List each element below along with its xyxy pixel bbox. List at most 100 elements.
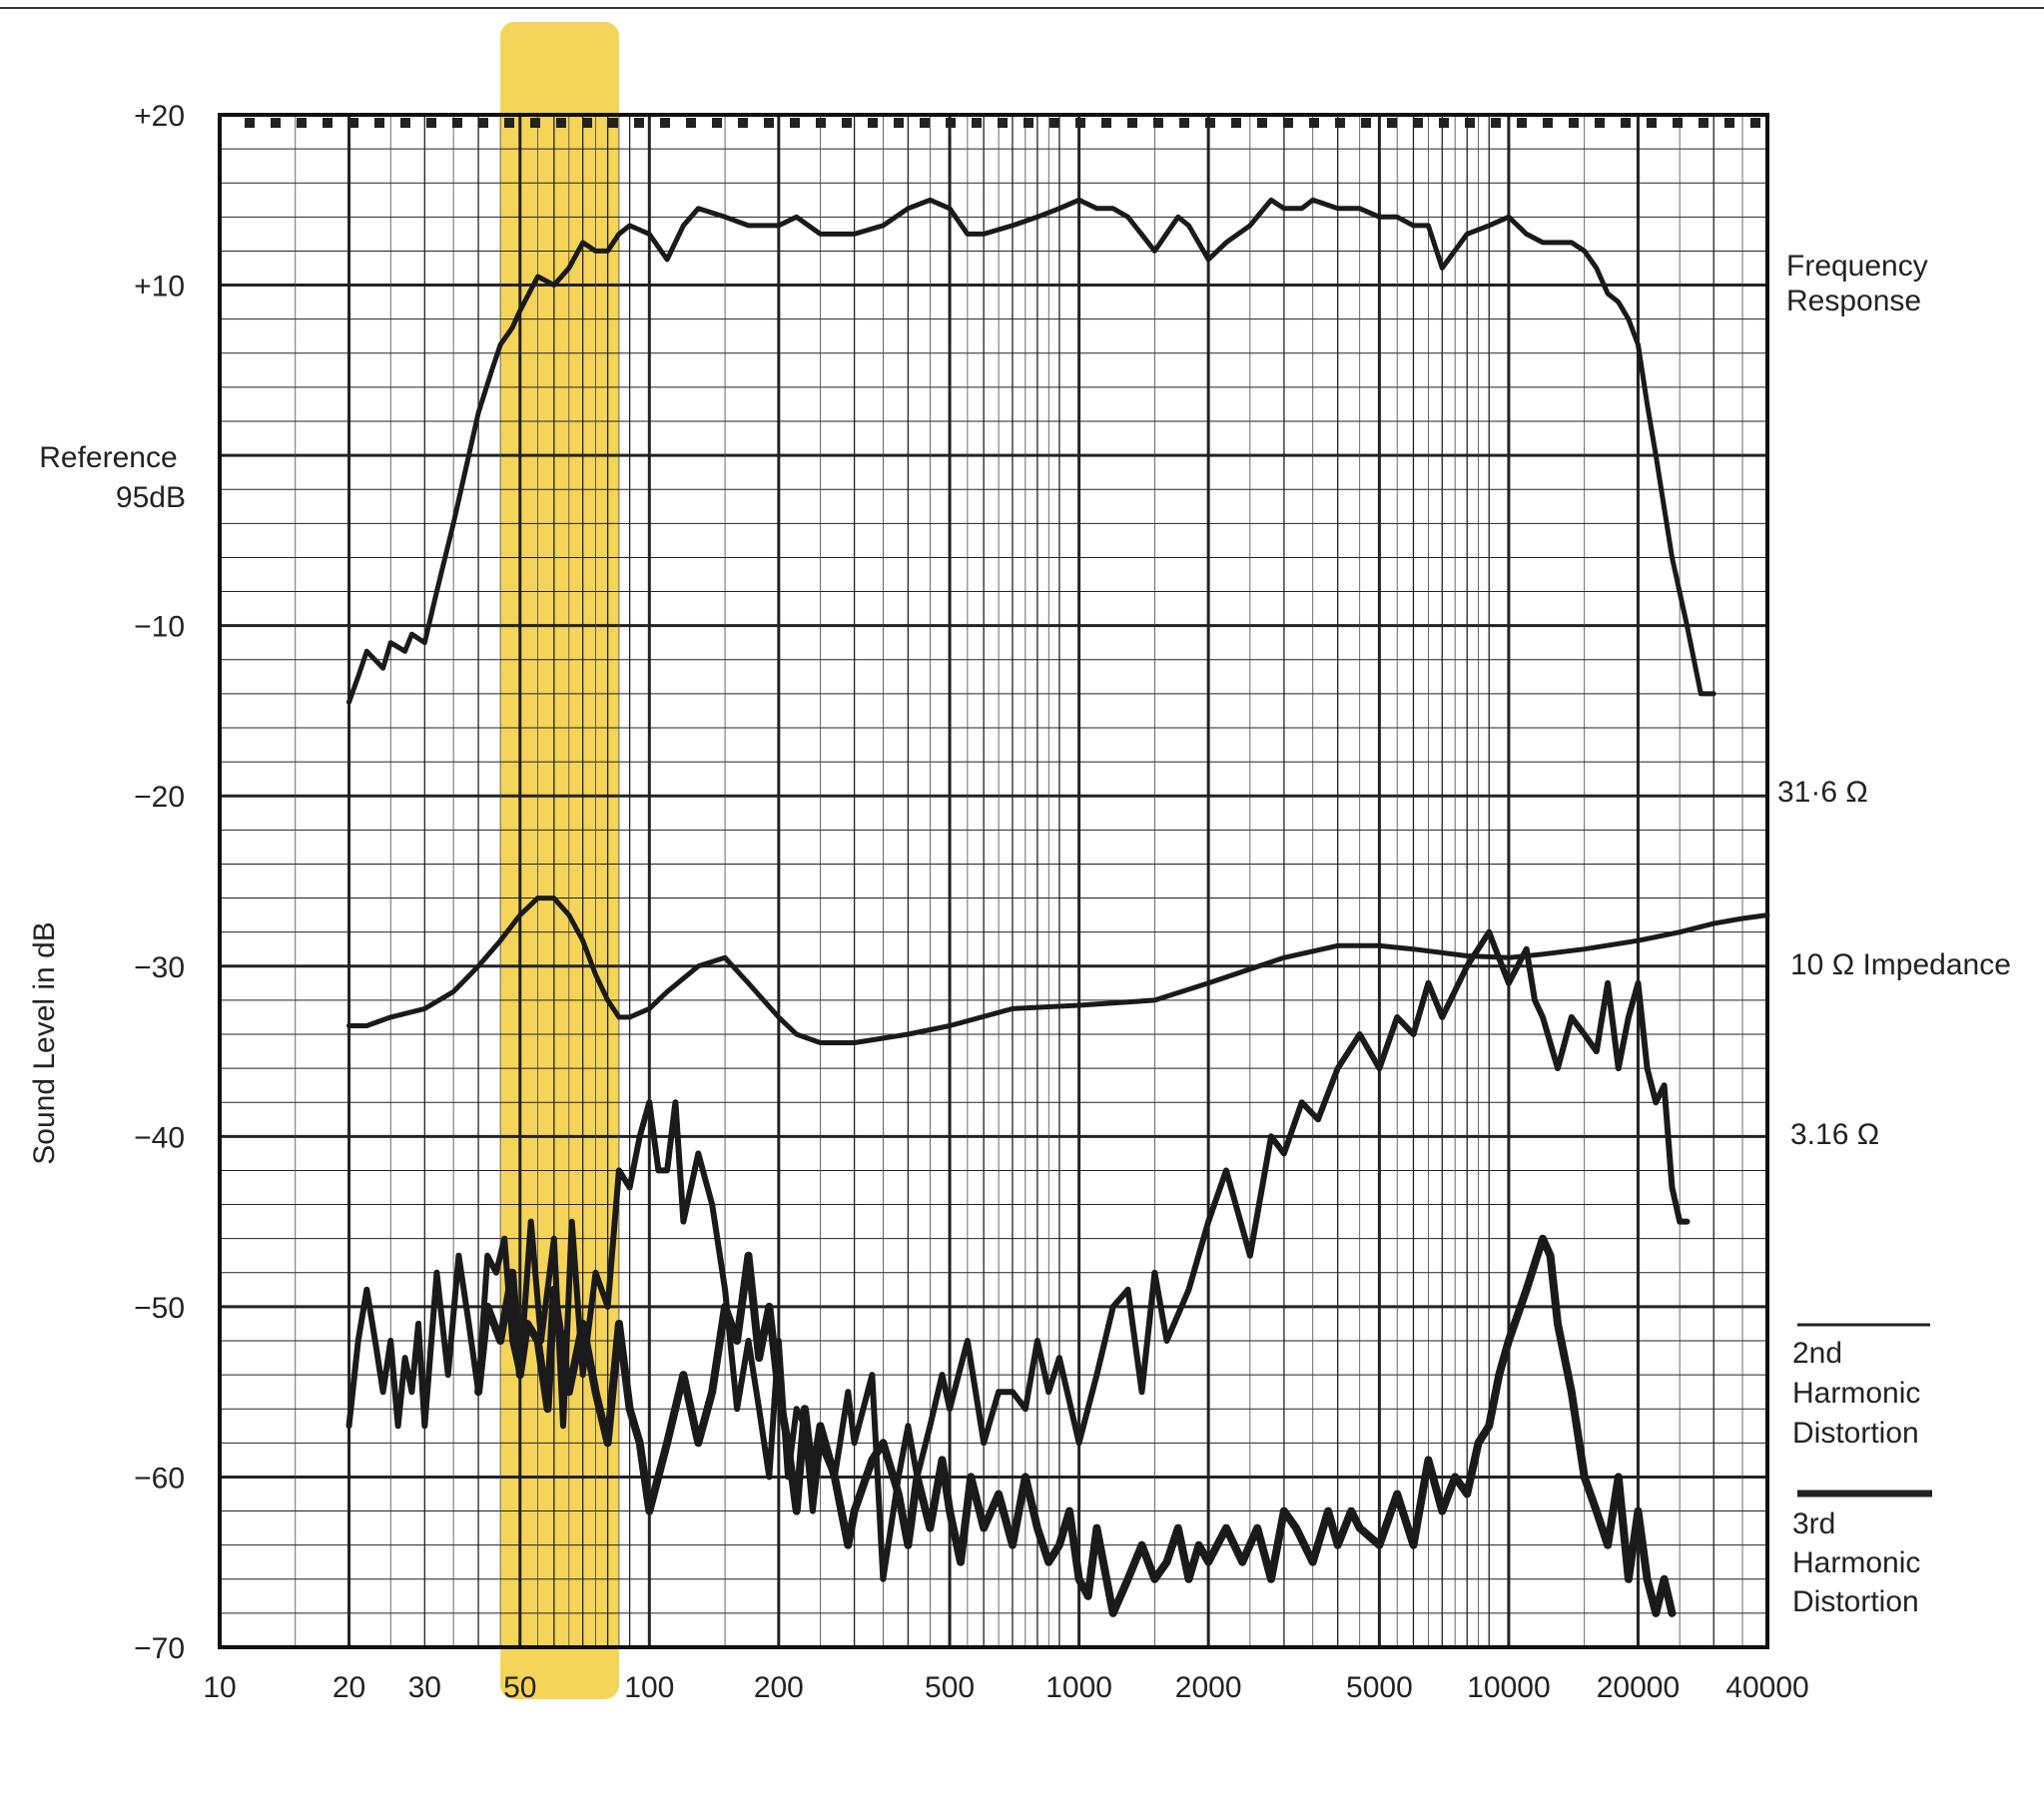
reference-label-line-1: Reference	[39, 441, 177, 474]
third-harmonic-label-line-1: 3rd	[1792, 1507, 1835, 1540]
top-tick-mark	[504, 118, 514, 128]
top-tick-mark	[764, 118, 774, 128]
top-tick-mark	[1309, 118, 1319, 128]
third-harmonic-label-line-2: Harmonic	[1792, 1546, 1920, 1579]
x-tick-label: 20	[333, 1671, 365, 1704]
highlight-band-rect	[500, 22, 619, 1699]
grid	[218, 113, 1769, 1649]
top-tick-mark	[920, 118, 930, 128]
top-tick-mark	[1153, 118, 1163, 128]
top-tick-mark	[1075, 118, 1085, 128]
top-tick-mark	[842, 118, 852, 128]
y-tick-label: +20	[134, 100, 185, 133]
top-tick-mark	[1569, 118, 1579, 128]
y-tick-label: −60	[134, 1462, 185, 1495]
series-group	[345, 197, 1770, 1617]
top-tick-mark	[348, 118, 358, 128]
y-tick-label: −10	[134, 611, 185, 644]
top-tick-mark	[790, 118, 800, 128]
top-tick-mark	[634, 118, 644, 128]
top-tick-mark	[1439, 118, 1449, 128]
top-tick-mark	[1413, 118, 1423, 128]
frequency-response-line	[346, 197, 1716, 705]
top-tick-mark	[1517, 118, 1527, 128]
x-tick-label: 40000	[1725, 1671, 1808, 1704]
top-tick-mark	[1699, 118, 1708, 128]
top-tick-mark	[738, 118, 748, 128]
top-tick-mark	[660, 118, 670, 128]
reference-label-line-2: 95dB	[116, 481, 186, 514]
top-tick-mark	[1387, 118, 1397, 128]
top-tick-mark	[1595, 118, 1605, 128]
top-tick-mark	[1724, 118, 1734, 128]
top-tick-mark	[1673, 118, 1683, 128]
third-harmonic-line	[474, 1234, 1677, 1617]
top-tick-mark	[400, 118, 410, 128]
impedance-31-label: 31·6 Ω	[1777, 776, 1868, 809]
impedance-3-label: 3.16 Ω	[1790, 1118, 1879, 1151]
frequency-response-label: Frequency Response	[1786, 250, 1936, 317]
third-harmonic-label-line-3: Distortion	[1792, 1585, 1919, 1618]
third-harmonic-label: 3rd Harmonic Distortion	[1792, 1507, 1929, 1618]
y-tick-label: +10	[134, 271, 185, 303]
second-harmonic-label-line-2: Harmonic	[1792, 1377, 1920, 1410]
top-tick-mark	[297, 118, 307, 128]
x-tick-label: 1000	[1045, 1671, 1112, 1704]
tick-labels: 10 20 30 50 100 200 500 1000 2000 5000 10000 20000 4…	[134, 100, 1809, 1704]
top-tick-mark	[894, 118, 904, 128]
top-tick-mark	[868, 118, 878, 128]
top-tick-mark	[1049, 118, 1059, 128]
second-harmonic-label: 2nd Harmonic Distortion	[1792, 1337, 1929, 1450]
second-harmonic-line	[345, 928, 1691, 1582]
top-tick-mark	[1101, 118, 1111, 128]
top-tick-mark	[1283, 118, 1293, 128]
top-tick-mark	[1647, 118, 1657, 128]
y-axis-label: Sound Level in dB	[28, 921, 61, 1165]
top-tick-mark	[608, 118, 618, 128]
reference-label: Reference 95dB	[39, 441, 186, 514]
top-tick-mark	[556, 118, 566, 128]
top-tick-mark	[478, 118, 488, 128]
y-tick-label: −40	[134, 1121, 185, 1154]
top-tick-mark	[1465, 118, 1475, 128]
top-tick-mark	[1621, 118, 1631, 128]
top-tick-mark	[972, 118, 982, 128]
x-tick-label: 5000	[1346, 1671, 1413, 1704]
top-tick-mark	[1543, 118, 1553, 128]
top-tick-mark	[1179, 118, 1189, 128]
top-tick-mark	[323, 118, 333, 128]
top-tick-mark	[271, 118, 281, 128]
top-tick-mark	[1127, 118, 1137, 128]
x-tick-label: 500	[925, 1671, 975, 1704]
top-tick-mark	[946, 118, 956, 128]
second-harmonic-label-line-1: 2nd	[1792, 1337, 1842, 1370]
highlight-band	[500, 22, 619, 1699]
x-tick-label: 200	[754, 1671, 804, 1704]
second-harmonic-label-line-3: Distortion	[1792, 1417, 1919, 1450]
x-tick-label: 100	[624, 1671, 674, 1704]
top-tick-mark	[582, 118, 592, 128]
frequency-response-label-line-1: Frequency	[1786, 250, 1928, 283]
top-tick-mark	[1205, 118, 1215, 128]
top-tick-mark	[1257, 118, 1267, 128]
top-tick-mark	[1023, 118, 1033, 128]
y-tick-label: −50	[134, 1292, 185, 1325]
impedance-10-label: 10 Ω Impedance	[1790, 948, 2011, 981]
top-tick-mark	[1231, 118, 1241, 128]
x-tick-label: 20000	[1597, 1671, 1680, 1704]
top-tick-mark	[245, 118, 255, 128]
plot-frame	[218, 113, 1769, 1649]
top-tick-mark	[452, 118, 462, 128]
top-tick-mark	[374, 118, 384, 128]
top-tick-mark	[1750, 118, 1760, 128]
x-tick-label: 10	[203, 1671, 236, 1704]
y-tick-label: −30	[134, 951, 185, 984]
top-tick-mark	[426, 118, 436, 128]
x-tick-label: 10000	[1467, 1671, 1550, 1704]
y-tick-label: −70	[134, 1632, 185, 1665]
top-tick-mark	[998, 118, 1008, 128]
top-tick-mark	[1361, 118, 1371, 128]
y-tick-label: −20	[134, 781, 185, 814]
